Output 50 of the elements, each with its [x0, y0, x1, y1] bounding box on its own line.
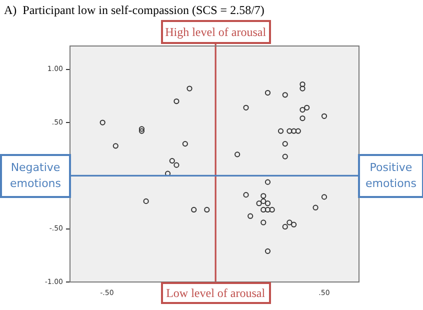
point — [282, 154, 288, 160]
point — [300, 86, 306, 92]
point — [282, 141, 288, 147]
point — [234, 152, 240, 158]
point — [291, 128, 297, 134]
point — [304, 104, 310, 110]
point — [243, 192, 249, 198]
point — [138, 126, 145, 132]
text: Negative emotions — [0, 154, 71, 198]
point — [282, 224, 288, 230]
point — [286, 128, 292, 134]
point — [260, 193, 266, 199]
point — [143, 198, 149, 204]
point — [264, 206, 271, 213]
point — [256, 200, 262, 206]
point — [269, 206, 275, 213]
text: Low level of arousal — [160, 282, 271, 304]
point — [312, 204, 318, 210]
point — [300, 115, 306, 122]
point — [138, 128, 145, 134]
point — [295, 128, 301, 134]
text: Positive emotions — [358, 154, 423, 198]
point — [100, 120, 106, 126]
point — [191, 206, 197, 213]
point — [204, 206, 210, 213]
text: High level of arousal — [160, 20, 271, 44]
point — [112, 143, 118, 149]
point — [248, 213, 254, 219]
point — [264, 90, 271, 96]
point — [260, 198, 266, 204]
point — [321, 194, 328, 200]
point — [174, 98, 180, 104]
point — [174, 162, 180, 168]
point — [260, 206, 266, 213]
point — [264, 179, 271, 185]
point — [300, 106, 306, 113]
point — [291, 222, 297, 228]
point — [286, 220, 292, 226]
point — [282, 92, 288, 98]
point — [243, 104, 249, 110]
point — [169, 158, 175, 164]
point — [182, 141, 188, 147]
point — [278, 128, 284, 134]
point — [264, 200, 271, 206]
point — [260, 220, 266, 226]
chart-title: A) Participant low in self-compassion (SCS = 2.58/7) — [4, 3, 264, 18]
point — [321, 113, 328, 119]
point — [264, 248, 271, 254]
point — [186, 86, 192, 92]
point — [300, 81, 306, 88]
